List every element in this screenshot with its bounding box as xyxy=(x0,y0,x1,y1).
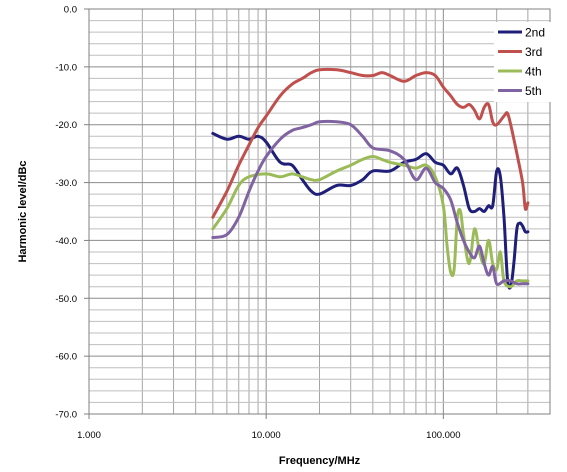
x-tick-label: 10.000 xyxy=(252,430,281,441)
legend-label-5th: 5th xyxy=(525,84,542,98)
y-axis-title: Harmonic level/dBc xyxy=(17,160,29,262)
legend: 2nd 3rd 4th 5th xyxy=(494,22,556,102)
y-tick-label: -70.0 xyxy=(55,410,77,421)
y-tick-label: -40.0 xyxy=(55,236,77,247)
legend-box xyxy=(494,22,556,102)
y-tick-label: -30.0 xyxy=(55,178,77,189)
y-tick-label: -50.0 xyxy=(55,294,77,305)
legend-label-3rd: 3rd xyxy=(525,45,542,59)
y-tick-label: 0.0 xyxy=(64,5,77,16)
axes: 0.0 -10.0 -20.0 -30.0 -40.0 -50.0 -60.0 -70.01.… xyxy=(55,5,551,441)
legend-label-2nd: 2nd xyxy=(525,26,545,40)
series-layer xyxy=(211,67,530,290)
x-tick-label: 100.000 xyxy=(426,430,460,441)
series-line-5th xyxy=(211,119,530,286)
legend-label-4th: 4th xyxy=(525,65,542,79)
series-line-3rd xyxy=(211,67,530,219)
plot-border xyxy=(88,8,551,415)
x-tick-label: 1.000 xyxy=(77,430,101,441)
y-tick-label: -10.0 xyxy=(55,62,77,73)
y-tick-label: -20.0 xyxy=(55,120,77,131)
x-axis-title: Frequency/MHz xyxy=(279,455,361,467)
y-tick-label: -60.0 xyxy=(55,352,77,363)
